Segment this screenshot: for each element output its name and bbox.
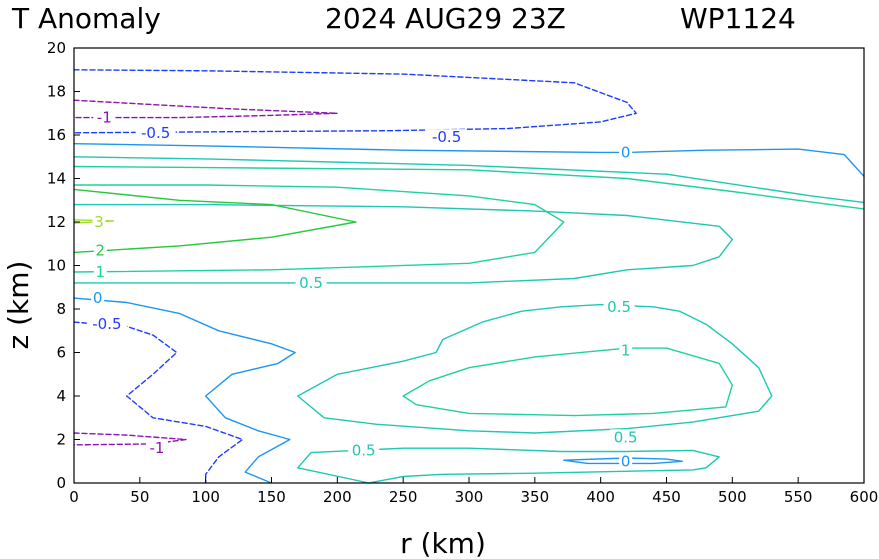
contour-label: 0.5 [299,274,323,292]
x-tick-label: 300 [455,488,484,506]
contour-label: -1 [97,109,112,127]
contour-line [297,303,773,434]
contour-label: -0.5 [432,128,461,146]
x-tick-label: 350 [521,488,550,506]
contour-labels: -1 -1 -0.5 -0.5 -0.5 0 0 0 0.5 0.5 0.5 0.5 1 1 2 3 [86,109,642,470]
y-tick-label: 4 [56,387,66,405]
contour-label-bg [603,298,635,315]
contour-label-bg [619,453,633,470]
contour-label: 0 [93,289,103,307]
x-tick-label: 150 [257,488,286,506]
contour-label: 1 [96,263,106,281]
y-tick-label: 6 [56,344,66,362]
contour-lines [73,69,865,484]
x-tick-label: 50 [130,488,149,506]
contour-label-bg [92,214,106,230]
y-tick-label: 14 [47,170,66,188]
chart-title: T Anomaly [11,2,161,35]
y-axis: 0 2 4 6 8 10 12 14 16 18 20 [47,39,80,492]
contour-label: 0.5 [352,441,376,459]
x-tick-label: 550 [784,488,813,506]
contour-line [73,156,865,204]
storm-id: WP1124 [680,2,796,35]
contour-line [297,447,720,484]
contour-line [73,69,637,134]
contour-line [73,321,244,484]
chart-datetime: 2024 AUG29 23Z [325,2,566,35]
y-tick-label: 10 [47,257,66,275]
contour-line [73,184,565,273]
contour-label-bg [93,264,107,281]
x-tick-label: 400 [586,488,615,506]
x-tick-label: 0 [69,488,79,506]
y-axis-label: z (km) [2,261,35,350]
x-axis-label: r (km) [400,527,486,559]
contour-line [73,219,115,224]
plot-frame [73,47,865,484]
y-tick-label: 2 [56,431,66,449]
contour-label: 0 [621,452,631,470]
x-tick-label: 100 [191,488,220,506]
contour-label: 0 [621,143,631,161]
contour-label-bg [619,144,633,161]
contour-label-bg [619,342,633,359]
contour-label: -0.5 [92,315,121,333]
contour-label-bg [86,316,127,333]
y-tick-label: 16 [47,126,66,144]
contour-line [402,347,733,417]
contour-label: 0.5 [614,428,638,446]
contour-line [73,297,296,484]
contour-label: -0.5 [141,124,170,142]
contour-line [73,99,338,119]
contour-label-bg [348,442,380,459]
contour-label: 3 [94,213,104,231]
contour-line [73,432,187,446]
x-tick-label: 200 [323,488,352,506]
contour-label-bg [426,129,467,146]
x-tick-label: 600 [850,488,879,506]
contour-label-bg [295,274,327,291]
contour-label: 0.5 [607,298,631,316]
contour-line [73,165,865,210]
contour-label-bg [91,290,105,307]
contour-line [73,203,733,284]
contour-label-bg [93,242,107,259]
contour-label-bg [145,440,168,457]
contour-line [73,143,865,177]
contour-label: 2 [96,241,106,259]
contour-label-bg [93,109,116,126]
y-tick-label: 18 [47,83,66,101]
contour-label-bg [135,124,176,141]
x-axis: 0 50 100 150 200 250 300 350 400 450 500 550 600 [69,477,878,506]
x-tick-label: 500 [718,488,747,506]
y-tick-label: 8 [56,300,66,318]
x-tick-label: 250 [389,488,418,506]
y-tick-label: 12 [47,213,66,231]
contour-label: -1 [149,439,164,457]
contour-label: 1 [621,341,631,359]
contour-label-bg [610,429,642,446]
contour-line [73,188,357,254]
y-tick-label: 20 [47,39,66,57]
y-tick-label: 0 [56,474,66,492]
x-tick-label: 450 [652,488,681,506]
